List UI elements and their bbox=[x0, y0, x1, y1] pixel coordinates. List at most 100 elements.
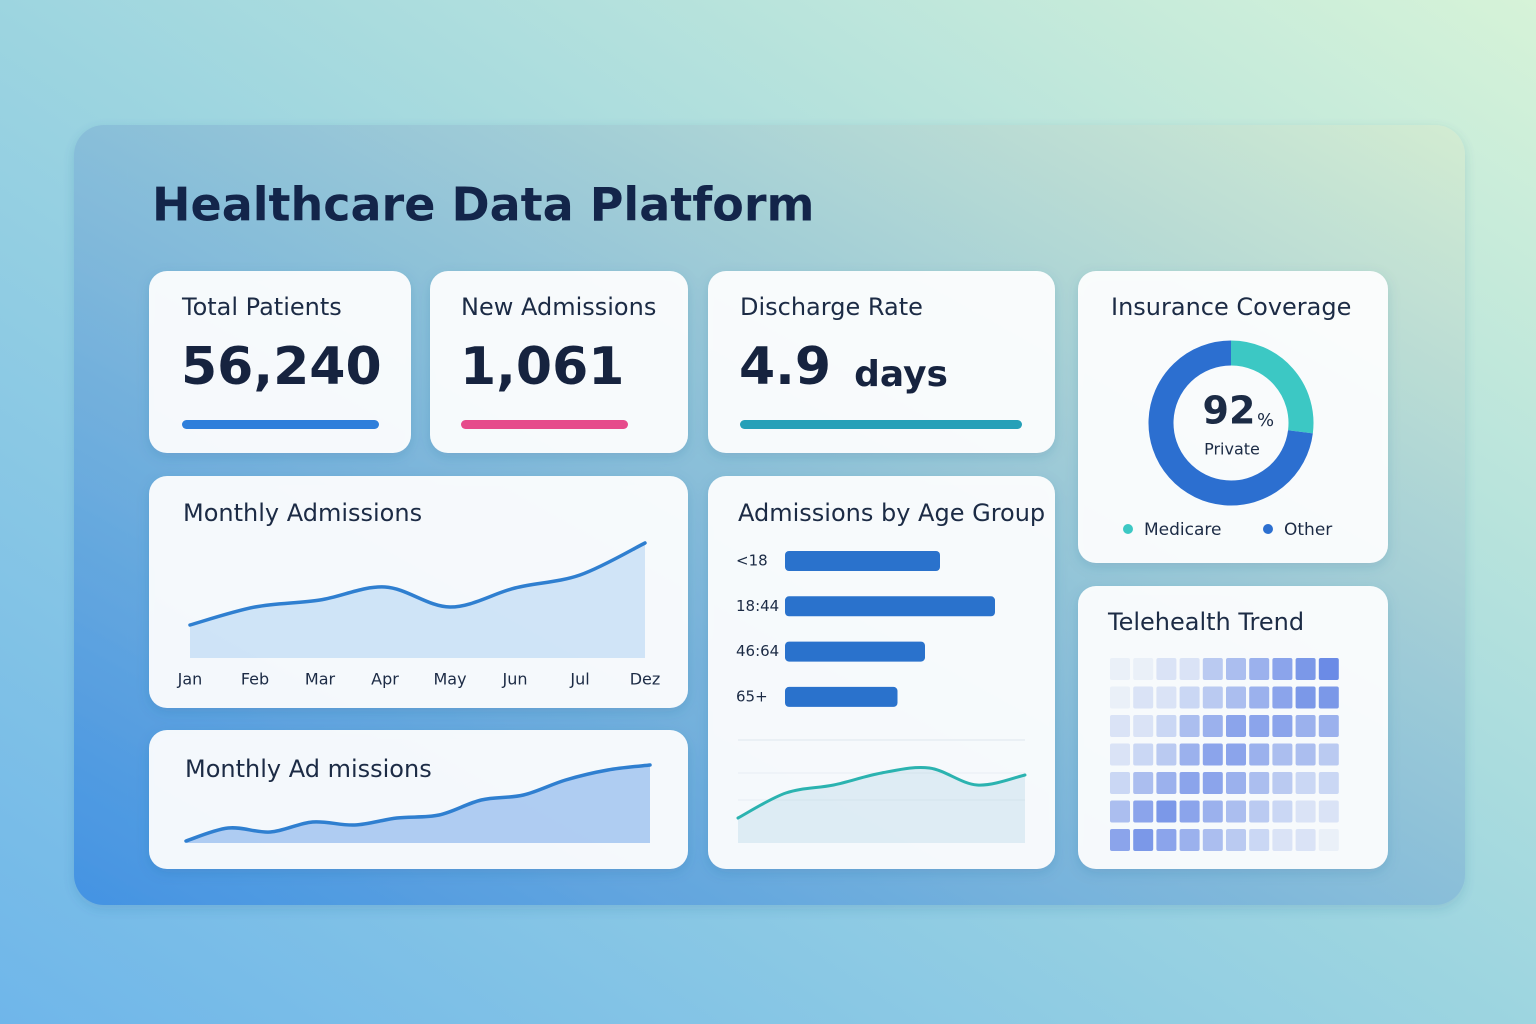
x-tick-label: Mar bbox=[305, 670, 336, 689]
legend-dot bbox=[1263, 524, 1273, 534]
heat-cell bbox=[1249, 658, 1270, 680]
heat-cell bbox=[1202, 658, 1223, 680]
heat-cell bbox=[1226, 743, 1246, 766]
heat-cell bbox=[1202, 772, 1223, 794]
heat-cell bbox=[1156, 772, 1177, 794]
heat-cell bbox=[1226, 686, 1246, 709]
heat-cell bbox=[1295, 800, 1316, 823]
heat-cell bbox=[1133, 686, 1154, 709]
heat-cell bbox=[1202, 800, 1223, 823]
heat-cell bbox=[1133, 715, 1154, 737]
kpi-value: 1,061 bbox=[460, 337, 624, 397]
heat-cell bbox=[1249, 715, 1270, 737]
y-tick-label: 46:64 bbox=[736, 642, 779, 660]
card bbox=[149, 730, 688, 869]
heat-cell bbox=[1133, 658, 1154, 680]
heat-cell bbox=[1226, 772, 1246, 794]
heat-cell bbox=[1318, 686, 1339, 709]
heat-cell bbox=[1272, 715, 1293, 737]
heat-cell bbox=[1249, 829, 1270, 851]
heat-cell bbox=[1249, 772, 1270, 794]
bar bbox=[785, 596, 995, 617]
heat-cell bbox=[1318, 772, 1339, 794]
kpi-value: 56,240 bbox=[181, 337, 382, 397]
heat-cell bbox=[1272, 743, 1293, 766]
x-tick-label: Jun bbox=[502, 670, 528, 689]
heat-cell bbox=[1272, 800, 1293, 823]
heat-cell bbox=[1156, 686, 1177, 709]
heat-cell bbox=[1295, 686, 1316, 709]
heat-cell bbox=[1272, 772, 1293, 794]
heat-cell bbox=[1272, 829, 1293, 851]
heat-cell bbox=[1249, 686, 1270, 709]
line-area bbox=[738, 767, 1025, 843]
bar bbox=[785, 641, 925, 662]
line bbox=[188, 541, 647, 627]
card bbox=[149, 271, 411, 453]
x-tick-label: Jan bbox=[177, 670, 203, 689]
x-tick-label: May bbox=[433, 670, 466, 689]
heat-cell bbox=[1318, 829, 1339, 851]
donut-unit: % bbox=[1257, 410, 1274, 431]
heat-cell bbox=[1318, 800, 1339, 823]
heat-cell bbox=[1295, 772, 1316, 794]
heat-cell bbox=[1156, 658, 1177, 680]
heat-cell bbox=[1110, 743, 1130, 766]
line bbox=[736, 766, 1027, 820]
bar bbox=[785, 686, 898, 707]
heat-cell bbox=[1272, 658, 1293, 680]
heat-cell bbox=[1295, 658, 1316, 680]
x-tick-label: Feb bbox=[241, 670, 269, 689]
heat-cell bbox=[1110, 800, 1130, 823]
y-tick-label: 65+ bbox=[736, 687, 768, 705]
card-title: Insurance Coverage bbox=[1111, 293, 1351, 321]
card bbox=[708, 476, 1055, 869]
y-tick-label: 18:44 bbox=[736, 597, 779, 615]
heat-cell bbox=[1110, 658, 1130, 680]
kpi-label: Discharge Rate bbox=[740, 293, 923, 321]
kpi-bar bbox=[182, 420, 379, 429]
card bbox=[430, 271, 688, 453]
heat-cell bbox=[1318, 658, 1339, 680]
heat-cell bbox=[1249, 800, 1270, 823]
heat-cell bbox=[1179, 658, 1200, 680]
kpi-bar bbox=[740, 420, 1022, 429]
heat-cell bbox=[1202, 829, 1223, 851]
heat-cell bbox=[1156, 800, 1177, 823]
cards bbox=[149, 271, 1388, 869]
heat-cell bbox=[1110, 772, 1130, 794]
heat-cell bbox=[1318, 743, 1339, 766]
legend-label: Other bbox=[1284, 520, 1332, 540]
x-tick-label: Jul bbox=[569, 670, 589, 689]
donut-label: Private bbox=[1204, 440, 1260, 459]
x-tick-label: Dez bbox=[630, 670, 661, 689]
heat-cell bbox=[1179, 772, 1200, 794]
heat-cell bbox=[1202, 686, 1223, 709]
card-title: Admissions by Age Group bbox=[738, 499, 1045, 527]
line bbox=[184, 763, 652, 843]
heat-cell bbox=[1249, 743, 1270, 766]
heat-cell bbox=[1133, 829, 1154, 851]
donut-segment bbox=[1230, 340, 1314, 434]
heat-cell bbox=[1226, 715, 1246, 737]
line-area bbox=[190, 543, 645, 658]
bar bbox=[785, 551, 940, 571]
heat-cell bbox=[1202, 743, 1223, 766]
x-tick-label: Apr bbox=[371, 670, 399, 689]
heat-cell bbox=[1133, 743, 1154, 766]
heat-cell bbox=[1179, 829, 1200, 851]
heat-cell bbox=[1156, 829, 1177, 851]
page-title: Healthcare Data Platform bbox=[152, 178, 814, 232]
heat-cell bbox=[1133, 800, 1154, 823]
donut-segment bbox=[1148, 340, 1313, 506]
legend-label: Medicare bbox=[1144, 520, 1221, 540]
card bbox=[708, 271, 1055, 453]
heat-cell bbox=[1110, 829, 1130, 851]
heat-cell bbox=[1133, 772, 1154, 794]
heat-cell bbox=[1179, 800, 1200, 823]
line-area bbox=[186, 765, 650, 843]
heat-cell bbox=[1272, 686, 1293, 709]
legend-dot bbox=[1123, 524, 1133, 534]
